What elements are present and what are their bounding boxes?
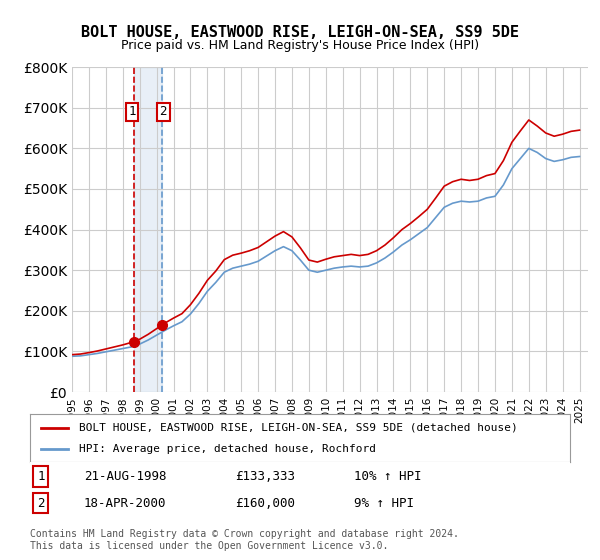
- Bar: [134, 67, 161, 392]
- Text: Contains HM Land Registry data © Crown copyright and database right 2024.
This d: Contains HM Land Registry data © Crown c…: [30, 529, 459, 551]
- Text: £160,000: £160,000: [235, 497, 295, 510]
- Text: 10% ↑ HPI: 10% ↑ HPI: [354, 470, 421, 483]
- Text: 1: 1: [37, 470, 44, 483]
- Text: BOLT HOUSE, EASTWOOD RISE, LEIGH-ON-SEA, SS9 5DE (detached house): BOLT HOUSE, EASTWOOD RISE, LEIGH-ON-SEA,…: [79, 423, 517, 433]
- Text: HPI: Average price, detached house, Rochford: HPI: Average price, detached house, Roch…: [79, 444, 376, 454]
- Text: 18-APR-2000: 18-APR-2000: [84, 497, 167, 510]
- Text: 1: 1: [128, 105, 136, 118]
- Text: £133,333: £133,333: [235, 470, 295, 483]
- Text: Price paid vs. HM Land Registry's House Price Index (HPI): Price paid vs. HM Land Registry's House …: [121, 39, 479, 52]
- Text: 9% ↑ HPI: 9% ↑ HPI: [354, 497, 414, 510]
- Text: BOLT HOUSE, EASTWOOD RISE, LEIGH-ON-SEA, SS9 5DE: BOLT HOUSE, EASTWOOD RISE, LEIGH-ON-SEA,…: [81, 25, 519, 40]
- Text: 2: 2: [37, 497, 44, 510]
- Text: 21-AUG-1998: 21-AUG-1998: [84, 470, 167, 483]
- Text: 2: 2: [160, 105, 167, 118]
